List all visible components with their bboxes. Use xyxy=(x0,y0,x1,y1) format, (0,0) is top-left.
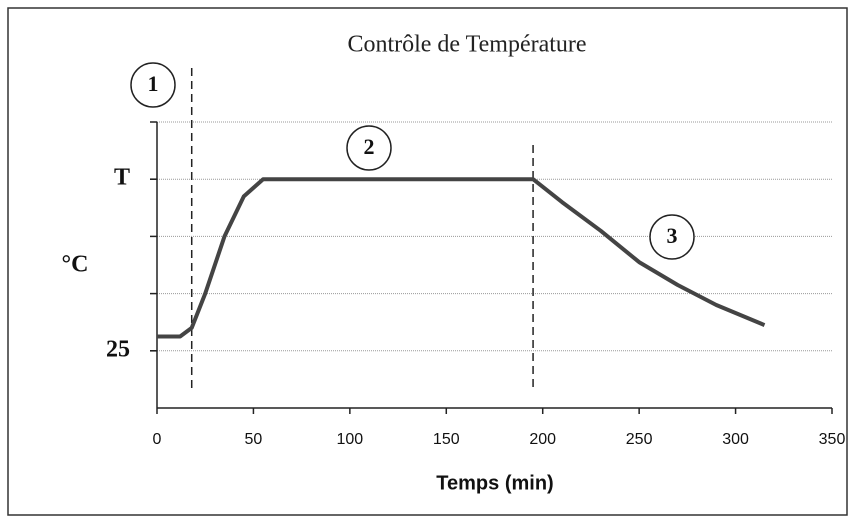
temperature-line xyxy=(157,177,766,339)
x-tick-label: 50 xyxy=(245,431,263,448)
y-tick-label: 25 xyxy=(106,336,130,362)
y-axis-label: °C xyxy=(62,252,89,278)
phase-marker xyxy=(130,62,176,108)
phase-marker xyxy=(346,125,392,171)
x-tick-label: 350 xyxy=(819,431,846,448)
phase-label: 2 xyxy=(364,134,375,159)
x-tick-label: 250 xyxy=(626,431,653,448)
phase-marker xyxy=(649,214,695,260)
frame xyxy=(7,7,848,516)
y-tick-label: T xyxy=(114,165,130,191)
x-tick-label: 0 xyxy=(153,431,162,448)
phase-label: 3 xyxy=(667,223,678,248)
chart-title: Contrôle de Température xyxy=(347,32,586,58)
x-tick-label: 300 xyxy=(722,431,749,448)
x-tick-label: 150 xyxy=(433,431,460,448)
x-tick-label: 200 xyxy=(529,431,556,448)
x-tick-label: 100 xyxy=(337,431,364,448)
x-axis-label: Temps (min) xyxy=(436,472,553,494)
phase-label: 1 xyxy=(148,71,159,96)
